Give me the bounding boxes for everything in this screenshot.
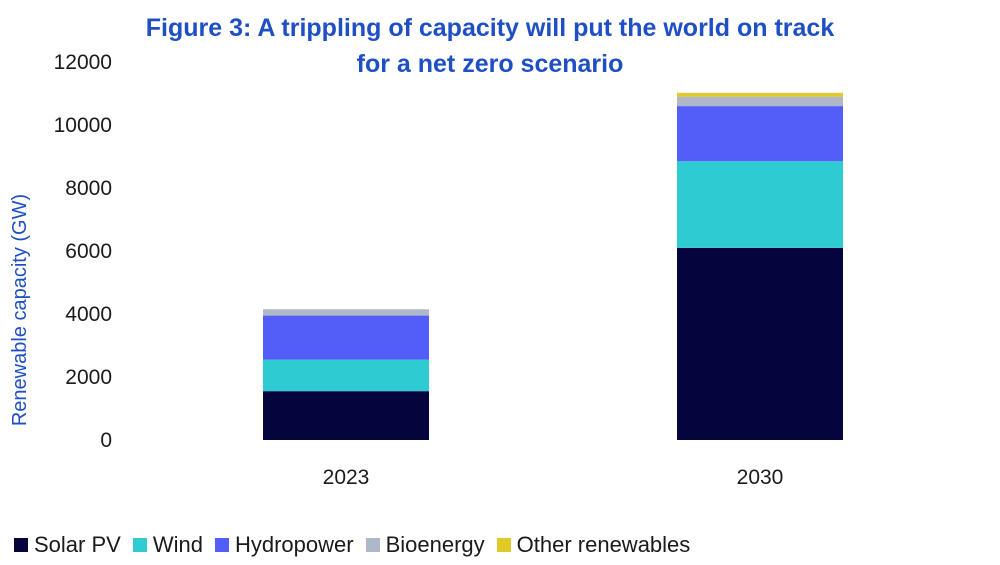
chart-title-line-1: Figure 3: A trippling of capacity will p… xyxy=(145,14,835,42)
legend-swatch xyxy=(132,538,147,552)
legend-item: Solar PV xyxy=(14,532,121,558)
x-axis-ticks: 2023 2030 xyxy=(323,466,784,489)
chart-title: Figure 3: A trippling of capacity will p… xyxy=(100,10,880,82)
y-tick-label: 6000 xyxy=(65,240,112,263)
y-tick-label: 12000 xyxy=(54,51,112,74)
legend-item: Hydropower xyxy=(214,532,354,558)
legend-label: Wind xyxy=(152,532,203,557)
y-tick-label: 4000 xyxy=(65,303,112,326)
y-axis-label: Renewable capacity (GW) xyxy=(9,194,31,426)
chart-title-line-2: for a net zero scenario xyxy=(356,50,624,78)
legend-item: Wind xyxy=(132,532,203,558)
bar-segment-hydropower-2023 xyxy=(263,315,429,360)
bar-segment-wind-2023 xyxy=(263,359,429,392)
legend-swatch xyxy=(365,538,380,552)
bar-stack-2030 xyxy=(677,92,843,440)
legend-swatch xyxy=(14,538,28,552)
legend: Solar PV Wind Hydropower Bioenergy Other ren… xyxy=(14,530,690,560)
legend-label: Other renewables xyxy=(516,532,691,557)
bar-segment-wind-2030 xyxy=(677,161,843,248)
bar-stacks xyxy=(263,92,843,440)
legend-item: Other renewables xyxy=(496,532,691,558)
bar-segment-solar-pv-2023 xyxy=(263,391,429,440)
x-tick-label: 2030 xyxy=(737,466,784,489)
bar-segment-solar-pv-2030 xyxy=(677,247,843,440)
y-tick-label: 10000 xyxy=(54,114,112,137)
bar-segment-other-renewables-2030 xyxy=(677,92,843,97)
bar-segment-bioenergy-2023 xyxy=(263,309,429,316)
bar-stack-2023 xyxy=(263,309,429,440)
legend-label: Hydropower xyxy=(234,532,354,557)
y-tick-label: 0 xyxy=(100,429,112,452)
y-tick-label: 2000 xyxy=(65,366,112,389)
y-axis-ticks: 12000 10000 8000 6000 4000 2000 0 xyxy=(54,51,112,452)
legend-item: Bioenergy xyxy=(365,532,485,558)
bar-segment-bioenergy-2030 xyxy=(677,96,843,107)
y-tick-label: 8000 xyxy=(65,177,112,200)
bar-chart: 12000 10000 8000 6000 4000 2000 0 2023 2030 Ren… xyxy=(9,51,843,489)
legend-label: Solar PV xyxy=(34,532,121,557)
legend-label: Bioenergy xyxy=(385,532,485,557)
x-tick-label: 2023 xyxy=(323,466,370,489)
legend-swatch xyxy=(496,538,511,552)
legend-swatch xyxy=(214,538,229,552)
bar-segment-hydropower-2030 xyxy=(677,106,843,162)
